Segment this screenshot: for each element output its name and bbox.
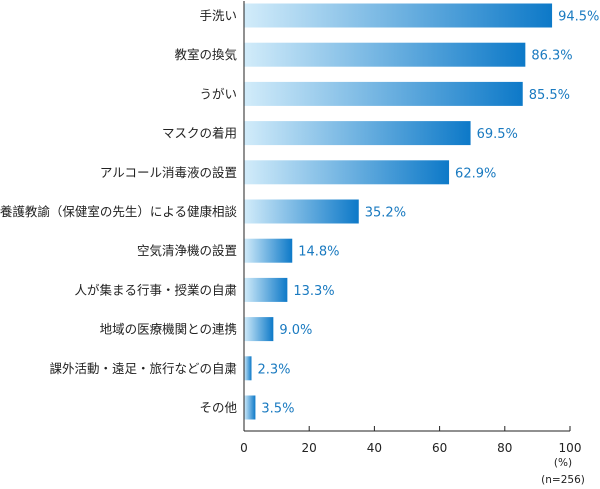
category-label: アルコール消毒液の設置: [100, 165, 237, 180]
category-label: 課外活動・遠足・旅行などの自粛: [49, 361, 237, 376]
x-axis: 0 20 40 60 80 100: [240, 1, 581, 455]
category-label: 教室の換気: [174, 47, 237, 62]
value-label: 35.2%: [365, 206, 406, 221]
bar: [244, 121, 471, 146]
category-label: うがい: [199, 86, 237, 101]
bar: [244, 3, 553, 28]
x-tick-label: 40: [367, 441, 382, 455]
value-label: 85.5%: [529, 88, 570, 103]
category-label: 人が集まる行事・授業の自粛: [74, 282, 237, 297]
bar: [244, 42, 526, 67]
value-label: 2.3%: [257, 362, 290, 377]
bars-layer: [244, 3, 553, 420]
value-label: 94.5%: [558, 10, 599, 25]
bar: [244, 356, 252, 381]
category-label: 空気清浄機の設置: [137, 243, 237, 258]
category-labels: 手洗い教室の換気うがいマスクの着用アルコール消毒液の設置養護教諭（保健室の先生）…: [0, 8, 237, 415]
value-label: 86.3%: [531, 49, 572, 64]
bar: [244, 317, 274, 342]
x-tick-label: 80: [497, 441, 512, 455]
unit-label: (%): [554, 457, 572, 469]
bar: [244, 395, 256, 420]
bar: [244, 277, 288, 302]
category-label: 地域の医療機関との連携: [100, 322, 237, 337]
x-tick-label: 0: [240, 441, 248, 455]
bar: [244, 199, 359, 224]
value-label: 3.5%: [261, 402, 294, 417]
category-label: その他: [199, 400, 237, 415]
value-label: 13.3%: [293, 284, 334, 299]
x-tick-label: 100: [559, 441, 582, 455]
category-label: 養護教諭（保健室の先生）による健康相談: [0, 204, 237, 219]
value-label: 9.0%: [279, 323, 312, 338]
sample-size-label: (n=256): [541, 474, 585, 486]
value-label: 62.9%: [455, 166, 496, 181]
value-labels: 94.5% 86.3% 85.5% 69.5% 62.9% 35.2% 14.8% 13.3%…: [257, 10, 599, 417]
category-label: 手洗い: [199, 8, 237, 23]
value-label: 14.8%: [298, 245, 339, 260]
bar: [244, 238, 293, 263]
x-tick-label: 20: [302, 441, 317, 455]
category-label: マスクの着用: [162, 126, 237, 141]
bar: [244, 160, 450, 185]
x-tick-label: 60: [432, 441, 447, 455]
value-label: 69.5%: [477, 127, 518, 142]
bar: [244, 81, 523, 106]
